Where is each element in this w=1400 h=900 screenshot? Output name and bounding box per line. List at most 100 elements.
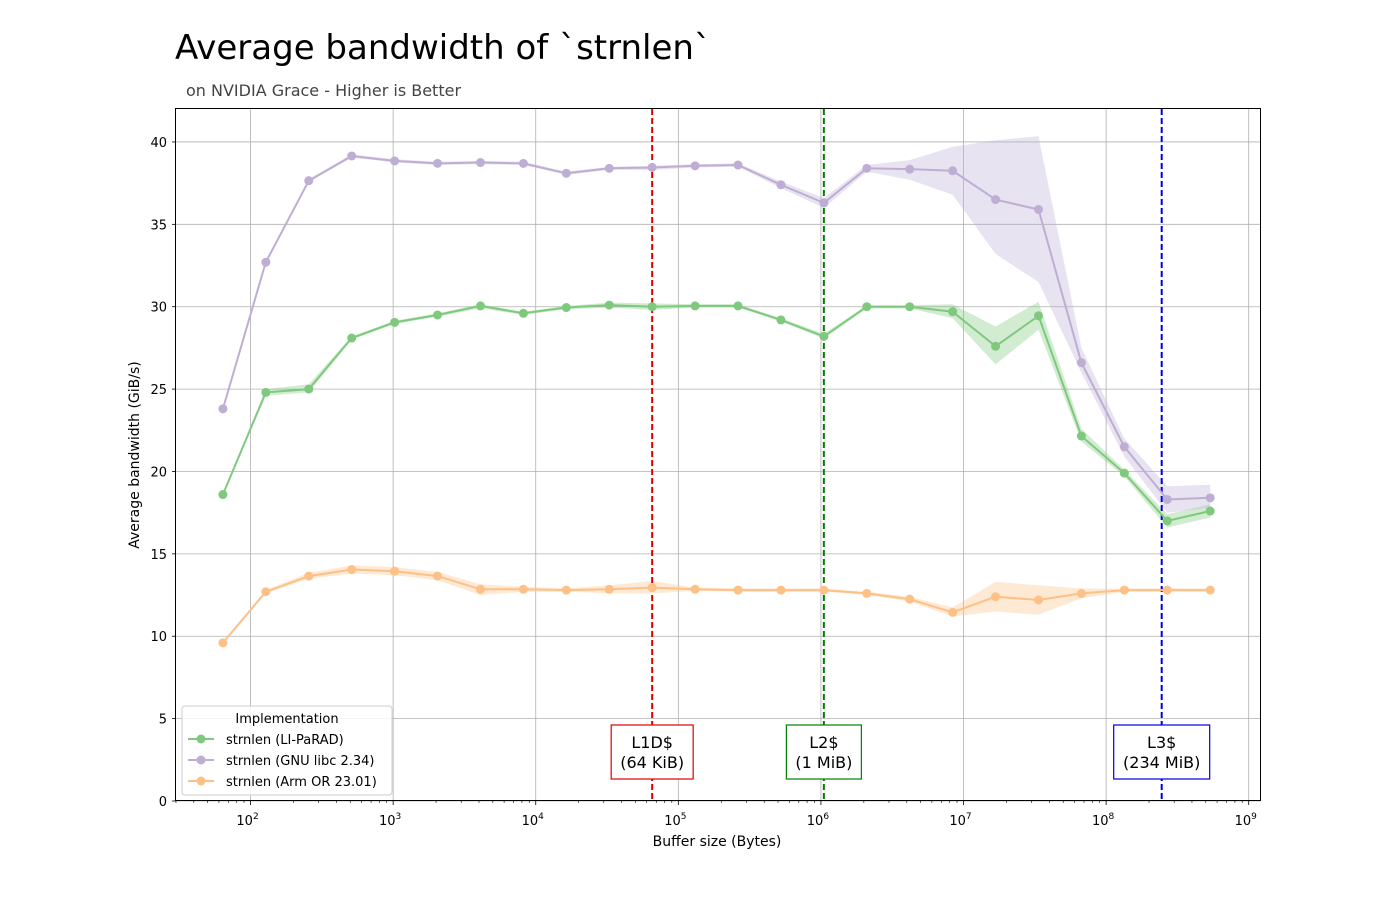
- cache-label-box: [785, 724, 862, 780]
- data-point: [604, 163, 614, 173]
- data-point: [819, 585, 829, 595]
- data-point: [991, 341, 1001, 351]
- data-point: [561, 585, 571, 595]
- data-point: [647, 162, 657, 172]
- cache-label-name: L1D$: [631, 733, 673, 752]
- data-point: [690, 584, 700, 594]
- x-axis-label: Buffer size (Bytes): [653, 834, 782, 850]
- data-point: [218, 638, 228, 648]
- data-point: [304, 176, 314, 186]
- data-point: [905, 164, 915, 174]
- data-point: [518, 158, 528, 168]
- data-point: [218, 490, 228, 500]
- data-point: [347, 151, 357, 161]
- data-point: [948, 307, 958, 317]
- confidence-band: [222, 301, 1211, 528]
- cache-label-size: (234 MiB): [1123, 753, 1200, 772]
- data-point: [261, 387, 271, 397]
- data-point: [475, 584, 485, 594]
- data-point: [347, 565, 357, 575]
- data-point: [518, 308, 528, 318]
- data-point: [819, 331, 829, 341]
- data-point: [690, 161, 700, 171]
- data-point: [304, 384, 314, 394]
- y-tick-label: 5: [159, 713, 167, 728]
- y-tick-label: 25: [150, 383, 167, 398]
- data-point: [561, 168, 571, 178]
- y-tick-label: 40: [150, 136, 167, 151]
- data-point: [647, 302, 657, 312]
- plot-frame: [175, 108, 1261, 801]
- data-point: [347, 333, 357, 343]
- x-tick-label: 102: [236, 812, 258, 829]
- data-point: [261, 587, 271, 597]
- data-point: [776, 585, 786, 595]
- data-point: [1119, 468, 1129, 478]
- chart-subtitle: on NVIDIA Grace - Higher is Better: [186, 81, 462, 100]
- data-point: [1033, 595, 1043, 605]
- data-point: [604, 300, 614, 310]
- x-tick-label: 103: [379, 812, 401, 829]
- data-point: [1205, 585, 1215, 595]
- data-point: [647, 583, 657, 593]
- series-line: [222, 568, 1211, 644]
- legend-title: Implementation: [235, 712, 338, 727]
- y-tick-label: 30: [150, 301, 167, 316]
- data-point: [991, 195, 1001, 205]
- legend-entry: strnlen (GNU libc 2.34): [226, 754, 375, 769]
- data-point: [1033, 311, 1043, 321]
- data-point: [1162, 516, 1172, 526]
- legend-marker: [196, 734, 206, 744]
- cache-label-size: (1 MiB): [795, 753, 852, 772]
- legend-marker: [196, 755, 206, 765]
- chart-title: Average bandwidth of `strnlen`: [175, 28, 711, 68]
- y-tick-label: 20: [150, 465, 167, 480]
- data-point: [862, 163, 872, 173]
- data-point: [475, 301, 485, 311]
- data-point: [948, 166, 958, 176]
- data-point: [905, 594, 915, 604]
- cache-label-box: [610, 724, 694, 780]
- y-tick-label: 15: [150, 548, 167, 563]
- cache-size-lines: [651, 109, 1163, 801]
- data-point: [776, 180, 786, 190]
- y-tick-label: 0: [159, 795, 167, 810]
- data-point: [862, 588, 872, 598]
- data-point: [518, 584, 528, 594]
- data-point: [433, 158, 443, 168]
- legend-box: [181, 705, 393, 796]
- data-point: [604, 584, 614, 594]
- cache-annotations: L1D$(64 KiB) L2$(1 MiB) L3$(234 MiB): [610, 724, 1211, 780]
- data-point: [948, 607, 958, 617]
- grid-layer: [176, 109, 1260, 802]
- series-line: [221, 154, 1211, 501]
- legend-entry: strnlen (Arm OR 23.01): [226, 775, 377, 790]
- legend-entry: strnlen (LI-PaRAD): [226, 733, 344, 748]
- data-point: [1076, 358, 1086, 368]
- data-point: [261, 257, 271, 267]
- x-tick-label: 107: [949, 812, 971, 829]
- x-tick-label: 106: [807, 812, 830, 829]
- data-point: [819, 198, 829, 208]
- x-tick-label: 109: [1235, 812, 1258, 829]
- data-point: [690, 301, 700, 311]
- data-point: [862, 302, 872, 312]
- y-axis-label: Average bandwidth (GiB/s): [127, 361, 143, 548]
- data-point: [1162, 585, 1172, 595]
- data-point: [1076, 588, 1086, 598]
- axes: 0 5 10 15 20 25 30 35 40 102 103 104 105 106 107 108 109: [150, 136, 1257, 829]
- data-point: [390, 156, 400, 166]
- data-point: [733, 160, 743, 170]
- legend-marker: [196, 776, 206, 786]
- data-point: [390, 566, 400, 576]
- data-point: [475, 158, 485, 168]
- confidence-bands: [222, 136, 1211, 643]
- data-point: [433, 571, 443, 581]
- data-point: [1033, 205, 1043, 215]
- data-point: [905, 302, 915, 312]
- x-tick-label: 108: [1092, 812, 1115, 829]
- data-point: [390, 317, 400, 327]
- data-point: [733, 301, 743, 311]
- data-point: [991, 592, 1001, 602]
